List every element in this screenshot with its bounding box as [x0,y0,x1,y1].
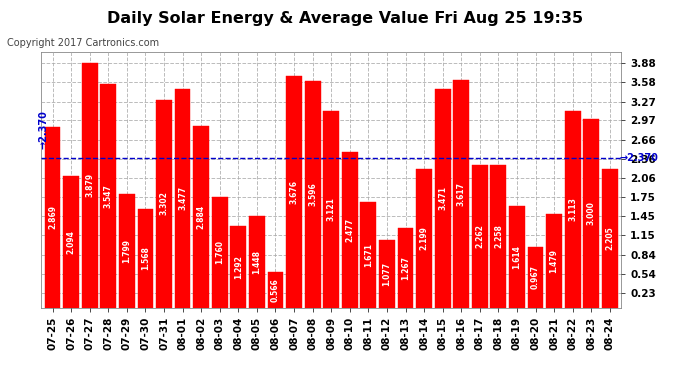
Bar [583,118,599,308]
Bar [193,126,209,308]
Text: 3.471: 3.471 [438,186,447,210]
Text: 2.205: 2.205 [605,226,614,250]
Text: 0.566: 0.566 [271,278,280,302]
Text: 1.292: 1.292 [234,255,243,279]
Bar [360,202,376,308]
Bar [491,165,506,308]
Text: 1.267: 1.267 [401,256,410,280]
Bar [528,247,544,308]
Text: 1.614: 1.614 [513,245,522,268]
Bar [156,100,172,308]
Text: 2.477: 2.477 [345,217,354,242]
Text: 3.617: 3.617 [457,182,466,206]
Text: 2.258: 2.258 [494,225,503,248]
Text: 1.448: 1.448 [253,250,262,274]
Bar [82,63,97,308]
Text: 3.879: 3.879 [85,173,95,198]
Bar [379,240,395,308]
Bar [212,196,228,308]
Text: →2.370: →2.370 [619,153,658,163]
Text: 3.000: 3.000 [586,201,595,225]
Text: 1.760: 1.760 [215,240,224,264]
Text: Copyright 2017 Cartronics.com: Copyright 2017 Cartronics.com [7,38,159,48]
Text: Daily Solar Energy & Average Value Fri Aug 25 19:35: Daily Solar Energy & Average Value Fri A… [107,11,583,26]
Bar [472,165,488,308]
Text: 3.676: 3.676 [290,180,299,204]
Bar [546,214,562,308]
Text: 3.477: 3.477 [178,186,187,210]
Bar [268,272,284,308]
Text: 1.671: 1.671 [364,243,373,267]
Bar [435,89,451,308]
Bar [565,111,580,308]
Bar [342,152,357,308]
Text: 1.077: 1.077 [382,261,391,286]
Text: 3.121: 3.121 [326,197,336,221]
Text: →2.370: →2.370 [38,110,48,149]
Text: 0.967: 0.967 [531,265,540,289]
Bar [509,206,525,308]
Bar [137,209,153,308]
Bar [119,194,135,308]
Bar [175,88,190,308]
Bar [602,169,618,308]
Text: 2.884: 2.884 [197,205,206,229]
Text: 2.199: 2.199 [420,226,428,250]
Text: 1.568: 1.568 [141,246,150,270]
Bar [63,176,79,308]
Text: 2.869: 2.869 [48,205,57,229]
Text: 3.547: 3.547 [104,184,112,208]
Bar [230,226,246,308]
Bar [416,169,432,308]
Text: 3.302: 3.302 [159,192,168,216]
Bar [100,84,116,308]
Text: 2.262: 2.262 [475,224,484,248]
Bar [286,76,302,308]
Text: 2.094: 2.094 [67,230,76,254]
Text: 1.479: 1.479 [550,249,559,273]
Text: 1.799: 1.799 [122,239,131,263]
Text: 3.113: 3.113 [568,198,578,221]
Bar [249,216,265,308]
Bar [45,127,61,308]
Bar [397,228,413,308]
Bar [324,111,339,308]
Bar [453,80,469,308]
Bar [305,81,321,308]
Text: 3.596: 3.596 [308,182,317,206]
